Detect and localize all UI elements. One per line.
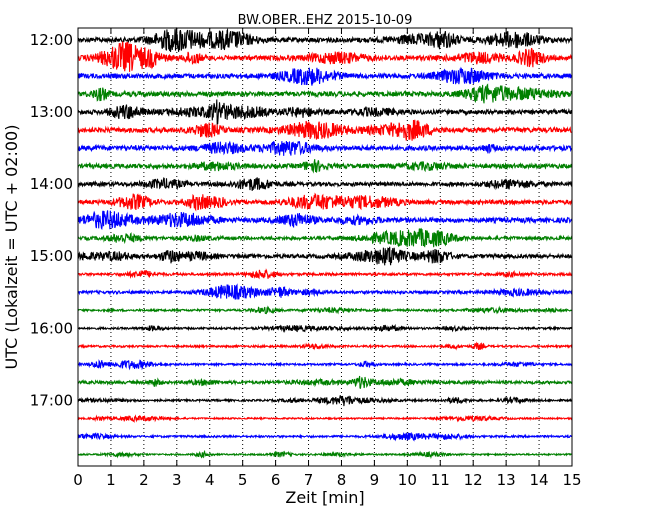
y-tick-label: 16:00 <box>30 319 73 337</box>
x-tick-label: 4 <box>205 471 215 489</box>
x-tick-label: 15 <box>562 471 581 489</box>
trace-line <box>77 66 573 86</box>
x-tick-label: 10 <box>398 471 417 489</box>
x-tick-label: 3 <box>172 471 182 489</box>
trace-line <box>77 119 573 141</box>
y-tick-label: 14:00 <box>30 175 73 193</box>
x-tick-label: 9 <box>370 471 380 489</box>
trace-line <box>77 159 573 174</box>
trace-line <box>77 83 573 104</box>
seismic-traces <box>77 27 573 460</box>
plot-background <box>78 28 572 466</box>
trace-line <box>77 246 573 266</box>
x-tick-label: 12 <box>464 471 483 489</box>
x-tick-label: 11 <box>431 471 450 489</box>
trace-line <box>77 192 573 212</box>
trace-line <box>77 323 573 334</box>
trace-line <box>77 177 573 191</box>
trace-line <box>77 431 573 442</box>
trace-line <box>77 414 573 424</box>
y-tick-label: 13:00 <box>30 103 73 121</box>
trace-line <box>77 305 573 315</box>
x-tick-label: 13 <box>497 471 516 489</box>
x-tick-label: 6 <box>271 471 281 489</box>
trace-line <box>77 227 573 248</box>
y-axis-label: UTC (Lokalzeit = UTC + 02:00) <box>2 125 21 370</box>
trace-line <box>77 341 573 351</box>
x-tick-label: 7 <box>304 471 314 489</box>
trace-line <box>77 375 573 389</box>
trace-line <box>77 99 573 125</box>
chart-title: BW.OBER..EHZ 2015-10-09 <box>238 13 413 28</box>
x-axis-ticks: 0 1 2 3 4 5 6 7 8 9 10 11 12 13 14 15 <box>73 28 582 489</box>
y-tick-label: 12:00 <box>30 31 73 49</box>
trace-line <box>77 210 573 231</box>
trace-line <box>78 359 573 371</box>
plot-area: 0 1 2 3 4 5 6 7 8 9 10 11 12 13 14 15 12:0013:0014:0015… <box>30 27 582 489</box>
trace-line <box>77 395 573 407</box>
trace-line <box>77 27 573 52</box>
y-axis-ticks: 12:00 13:00 14:00 15:00 16:00 17:00 <box>30 31 572 409</box>
trace-line <box>77 283 573 300</box>
trace-line <box>77 268 573 280</box>
trace-line <box>77 449 573 460</box>
x-tick-label: 5 <box>238 471 248 489</box>
y-tick-label: 15:00 <box>30 247 73 265</box>
x-tick-label: 1 <box>106 471 116 489</box>
trace-line <box>77 41 573 72</box>
y-tick-label: 17:00 <box>30 391 73 409</box>
plot-frame <box>77 27 573 467</box>
x-tick-label: 2 <box>139 471 149 489</box>
x-tick-label: 8 <box>337 471 347 489</box>
x-tick-label: 0 <box>73 471 83 489</box>
trace-line <box>77 140 573 156</box>
x-axis-label: Zeit [min] <box>285 488 364 507</box>
x-tick-label: 14 <box>530 471 549 489</box>
